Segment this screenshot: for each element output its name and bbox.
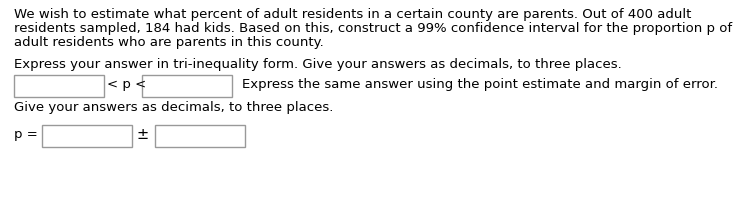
FancyBboxPatch shape: [42, 125, 132, 147]
Text: Give your answers as decimals, to three places.: Give your answers as decimals, to three …: [14, 101, 333, 114]
Text: ±: ±: [137, 127, 149, 142]
Text: < p <: < p <: [107, 78, 146, 91]
Text: We wish to estimate what percent of adult residents in a certain county are pare: We wish to estimate what percent of adul…: [14, 8, 691, 21]
Text: Express the same answer using the point estimate and margin of error.: Express the same answer using the point …: [242, 78, 718, 91]
FancyBboxPatch shape: [142, 75, 232, 97]
Text: p =: p =: [14, 128, 38, 141]
Text: Express your answer in tri-inequality form. Give your answers as decimals, to th: Express your answer in tri-inequality fo…: [14, 58, 622, 71]
Text: adult residents who are parents in this county.: adult residents who are parents in this …: [14, 36, 323, 49]
Text: residents sampled, 184 had kids. Based on this, construct a 99% confidence inter: residents sampled, 184 had kids. Based o…: [14, 22, 732, 35]
FancyBboxPatch shape: [14, 75, 104, 97]
FancyBboxPatch shape: [155, 125, 245, 147]
